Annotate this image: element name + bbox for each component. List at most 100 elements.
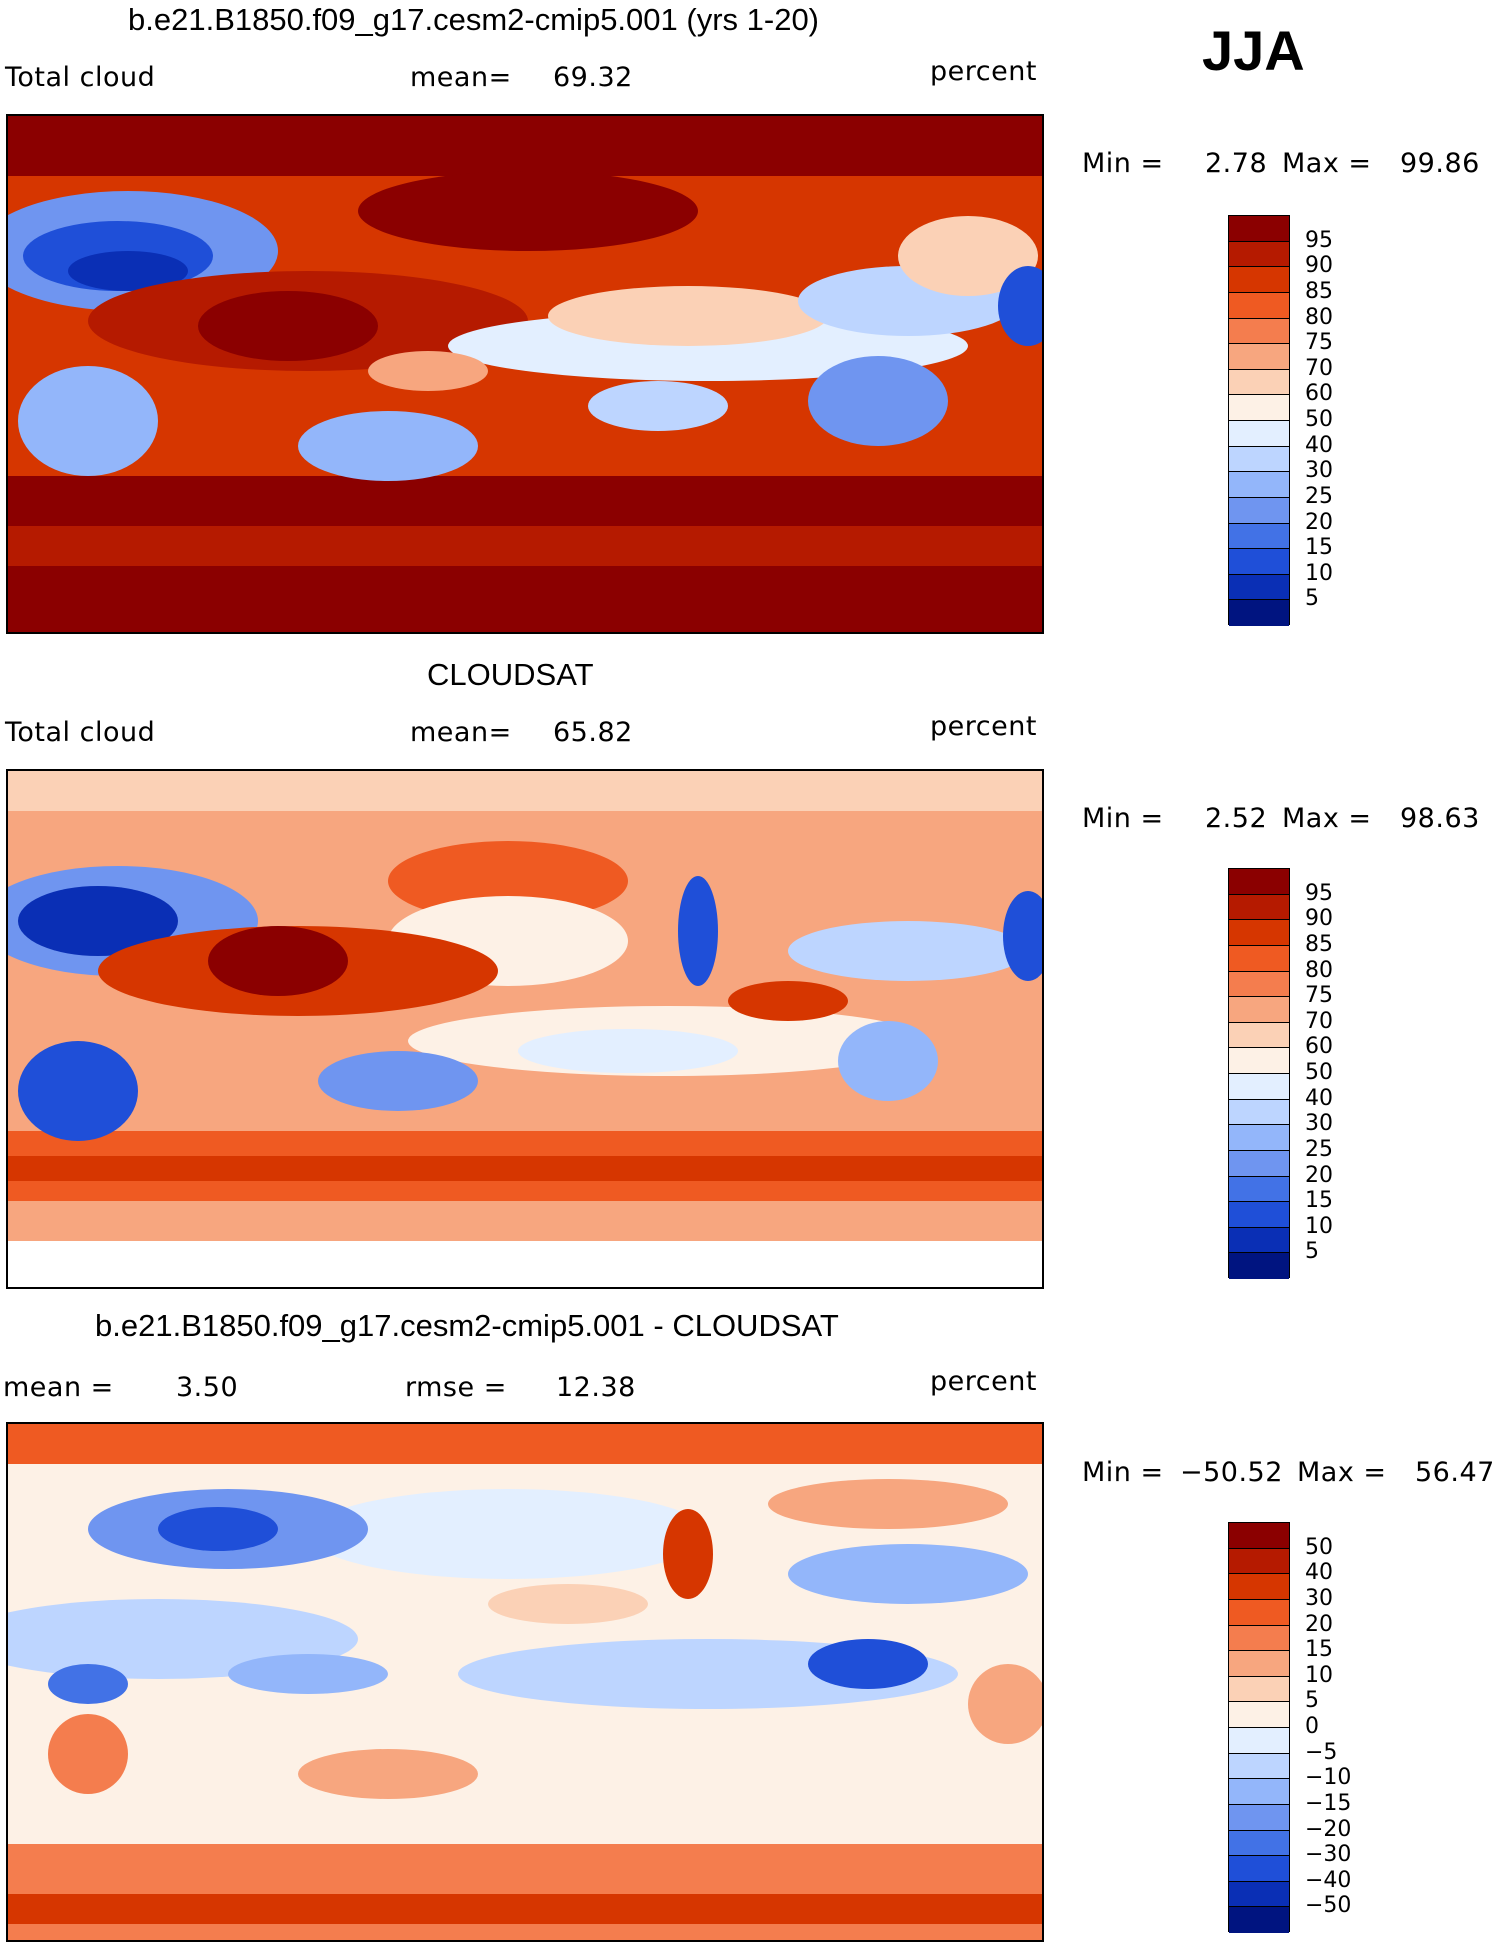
- colorbar-swatch: [1229, 574, 1289, 601]
- colorbar-tick-label: 90: [1305, 253, 1333, 279]
- colorbar-tick-label: 10: [1305, 560, 1333, 586]
- colorbar-tick-label: 30: [1305, 1585, 1333, 1611]
- colorbar-tick-label: −40: [1305, 1867, 1352, 1893]
- colorbar-swatch: [1229, 472, 1289, 498]
- panel1-min-value: 2.78: [1205, 148, 1268, 179]
- colorbar-tick-label: 60: [1305, 381, 1333, 407]
- colorbar-swatch: [1229, 1574, 1289, 1600]
- colorbar-tick-label: 40: [1305, 1085, 1333, 1111]
- colorbar-swatch: [1229, 1022, 1289, 1049]
- panel1-max-label: Max =: [1282, 148, 1372, 179]
- colorbar-tick-label: 60: [1305, 1034, 1333, 1060]
- panel2-min-label: Min =: [1082, 803, 1164, 834]
- panel3-title: b.e21.B1850.f09_g17.cesm2-cmip5.001 - CL…: [95, 1308, 839, 1343]
- panel2-max-value: 98.63: [1400, 803, 1480, 834]
- colorbar-tick-label: 50: [1305, 407, 1333, 432]
- colorbar-swatch: [1229, 869, 1289, 895]
- colorbar-tick-label: 5: [1305, 1688, 1319, 1714]
- colorbar-swatch: [1229, 344, 1289, 370]
- colorbar-tick-label: 10: [1305, 1213, 1333, 1239]
- panel2-max-label: Max =: [1282, 803, 1372, 834]
- panel2-map: [6, 769, 1044, 1289]
- panel3-units: percent: [930, 1366, 1037, 1397]
- colorbar-tick-label: 95: [1305, 227, 1333, 253]
- colorbar-tick-label: −15: [1305, 1790, 1352, 1816]
- panel1-variable-label: Total cloud: [5, 62, 156, 93]
- colorbar-swatch: [1229, 1599, 1289, 1626]
- colorbar-swatch: [1229, 1907, 1289, 1933]
- colorbar-swatch: [1229, 1099, 1289, 1126]
- colorbar-tick-label: 10: [1305, 1662, 1333, 1688]
- panel3-map: [6, 1422, 1044, 1942]
- colorbar-tick-label: 75: [1305, 983, 1333, 1009]
- panel1-title: b.e21.B1850.f09_g17.cesm2-cmip5.001 (yrs…: [128, 2, 820, 37]
- panel3-colorbar: [1228, 1522, 1290, 1933]
- colorbar-tick-label: 40: [1305, 432, 1333, 458]
- colorbar-swatch: [1229, 421, 1289, 447]
- colorbar-swatch: [1229, 497, 1289, 524]
- colorbar-swatch: [1229, 997, 1289, 1023]
- colorbar-swatch: [1229, 1150, 1289, 1177]
- colorbar-swatch: [1229, 318, 1289, 345]
- panel1-mean-value: 69.32: [553, 62, 633, 93]
- panel1-colorbar: [1228, 215, 1290, 626]
- panel3-max-label: Max =: [1297, 1457, 1387, 1488]
- colorbar-tick-label: 40: [1305, 1560, 1333, 1586]
- colorbar-tick-label: 75: [1305, 330, 1333, 356]
- colorbar-tick-label: 15: [1305, 1188, 1333, 1214]
- colorbar-tick-label: 80: [1305, 304, 1333, 330]
- colorbar-swatch: [1229, 1523, 1289, 1549]
- colorbar-tick-label: 20: [1305, 1162, 1333, 1188]
- colorbar-tick-label: 70: [1305, 1008, 1333, 1034]
- colorbar-tick-label: 50: [1305, 1534, 1333, 1560]
- panel2-min-value: 2.52: [1205, 803, 1268, 834]
- colorbar-swatch: [1229, 1728, 1289, 1754]
- colorbar-swatch: [1229, 1651, 1289, 1677]
- colorbar-swatch: [1229, 1804, 1289, 1831]
- panel2-colorbar: [1228, 868, 1290, 1279]
- colorbar-tick-label: 30: [1305, 1111, 1333, 1137]
- colorbar-swatch: [1229, 920, 1289, 946]
- colorbar-swatch: [1229, 1253, 1289, 1279]
- colorbar-swatch: [1229, 600, 1289, 626]
- colorbar-swatch: [1229, 1830, 1289, 1857]
- colorbar-tick-label: 85: [1305, 278, 1333, 304]
- colorbar-swatch: [1229, 1625, 1289, 1652]
- season-label: JJA: [1202, 19, 1305, 82]
- colorbar-swatch: [1229, 292, 1289, 319]
- colorbar-swatch: [1229, 1202, 1289, 1228]
- colorbar-swatch: [1229, 267, 1289, 293]
- panel3-mean-value: 3.50: [176, 1372, 239, 1403]
- colorbar-swatch: [1229, 446, 1289, 473]
- panel3-rmse-label: rmse =: [405, 1372, 507, 1403]
- colorbar-swatch: [1229, 1125, 1289, 1151]
- colorbar-tick-label: 25: [1305, 483, 1333, 509]
- colorbar-swatch: [1229, 549, 1289, 575]
- colorbar-tick-label: 90: [1305, 906, 1333, 932]
- panel1-map: [6, 114, 1044, 634]
- colorbar-tick-label: 80: [1305, 957, 1333, 983]
- colorbar-swatch: [1229, 1856, 1289, 1882]
- colorbar-tick-label: 20: [1305, 509, 1333, 535]
- panel3-min-value: −50.52: [1180, 1457, 1283, 1488]
- colorbar-tick-label: 15: [1305, 535, 1333, 561]
- colorbar-tick-label: 5: [1305, 1239, 1319, 1265]
- colorbar-tick-label: −10: [1305, 1765, 1352, 1791]
- colorbar-tick-label: 85: [1305, 931, 1333, 957]
- colorbar-swatch: [1229, 1753, 1289, 1780]
- colorbar-swatch: [1229, 523, 1289, 550]
- panel1-units: percent: [930, 56, 1037, 87]
- panel3-max-value: 56.47: [1415, 1457, 1495, 1488]
- colorbar-swatch: [1229, 894, 1289, 921]
- colorbar-swatch: [1229, 1779, 1289, 1805]
- panel2-variable-label: Total cloud: [5, 717, 156, 748]
- colorbar-swatch: [1229, 1548, 1289, 1575]
- colorbar-tick-label: −30: [1305, 1842, 1352, 1868]
- colorbar-swatch: [1229, 1227, 1289, 1254]
- colorbar-tick-label: 0: [1305, 1714, 1319, 1739]
- colorbar-swatch: [1229, 1176, 1289, 1203]
- colorbar-swatch: [1229, 1048, 1289, 1074]
- colorbar-tick-label: 70: [1305, 355, 1333, 381]
- colorbar-tick-label: 5: [1305, 586, 1319, 612]
- colorbar-tick-label: 30: [1305, 458, 1333, 484]
